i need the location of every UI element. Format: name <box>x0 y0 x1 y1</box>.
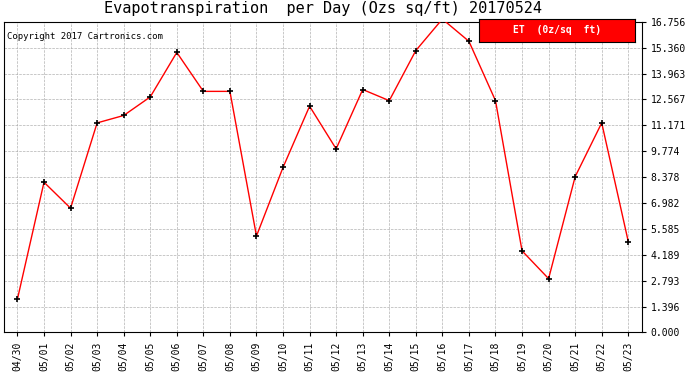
Title: Evapotranspiration  per Day (Ozs sq/ft) 20170524: Evapotranspiration per Day (Ozs sq/ft) 2… <box>104 1 542 16</box>
Text: Copyright 2017 Cartronics.com: Copyright 2017 Cartronics.com <box>7 32 163 41</box>
